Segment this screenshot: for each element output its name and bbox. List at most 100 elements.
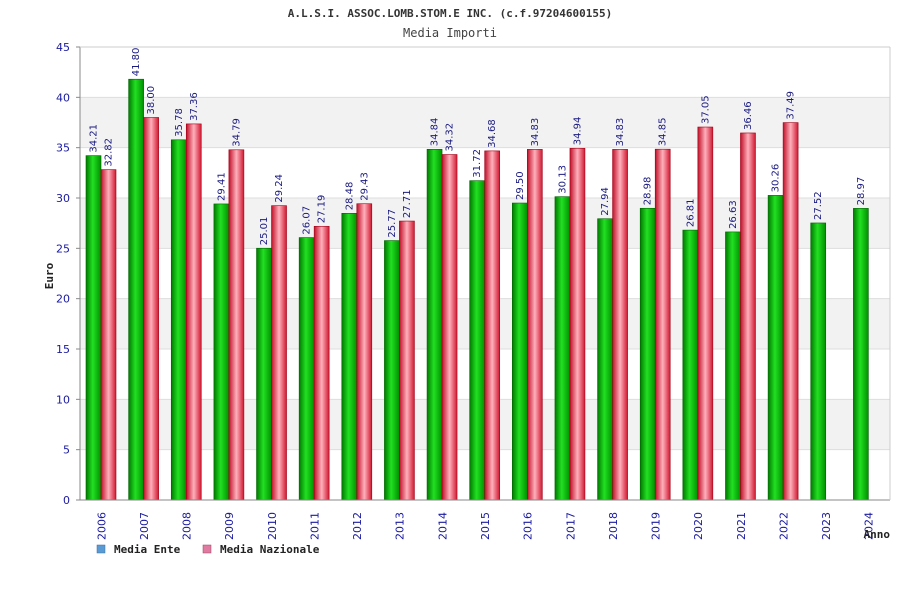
axes bbox=[79, 46, 891, 501]
bar-nazionale-2017 bbox=[569, 147, 586, 501]
bar-ente-2010 bbox=[256, 247, 272, 501]
bar-ente-2007 bbox=[128, 78, 144, 501]
legend-swatch-nazionale bbox=[202, 544, 212, 554]
bar-ente-2009 bbox=[213, 203, 230, 501]
bar-ente-2016 bbox=[512, 202, 528, 501]
bar-nazionale-2006 bbox=[100, 169, 117, 501]
bar-nazionale-2009 bbox=[228, 149, 245, 501]
bar-ente-2013 bbox=[384, 240, 400, 501]
bar-ente-2017 bbox=[554, 196, 571, 501]
y-tick-label: 0 bbox=[63, 494, 70, 507]
data-label-nazionale-2020: 37.05 bbox=[700, 95, 711, 124]
bar-nazionale-2013 bbox=[399, 220, 415, 501]
bar-nazionale-2010 bbox=[271, 205, 287, 501]
data-label-ente-2009: 29.41 bbox=[216, 172, 227, 201]
data-label-ente-2021: 26.63 bbox=[728, 200, 739, 229]
data-label-ente-2019: 28.98 bbox=[643, 177, 654, 206]
bar-nazionale-2020 bbox=[697, 126, 714, 501]
bar-nazionale-2011 bbox=[313, 225, 330, 501]
bar-nazionale-2014 bbox=[441, 154, 458, 501]
x-tick-label-2022: 2022 bbox=[777, 512, 790, 540]
data-label-nazionale-2007: 38.00 bbox=[146, 86, 157, 115]
legend-label-nazionale: Media Nazionale bbox=[220, 543, 320, 556]
bar-ente-2021 bbox=[725, 231, 741, 501]
bar-ente-2006 bbox=[85, 155, 102, 501]
data-label-ente-2022: 30.26 bbox=[771, 164, 782, 193]
bar-nazionale-2008 bbox=[185, 123, 202, 501]
bar-ente-2015 bbox=[469, 180, 485, 501]
y-tick-label: 40 bbox=[56, 91, 70, 104]
y-tick-label: 35 bbox=[56, 142, 70, 155]
x-tick-label-2023: 2023 bbox=[820, 512, 833, 540]
x-tick-label-2021: 2021 bbox=[735, 512, 748, 540]
bar-ente-2012 bbox=[341, 213, 358, 501]
y-tick-label: 20 bbox=[56, 293, 70, 306]
bar-ente-2024 bbox=[853, 208, 869, 501]
data-label-nazionale-2010: 29.24 bbox=[274, 174, 285, 203]
y-tick-label: 45 bbox=[56, 41, 70, 54]
data-label-ente-2020: 26.81 bbox=[685, 198, 696, 227]
x-tick-label-2015: 2015 bbox=[479, 512, 492, 540]
data-label-nazionale-2016: 34.83 bbox=[530, 118, 541, 147]
bar-nazionale-2016 bbox=[527, 149, 543, 501]
y-tick-label: 30 bbox=[56, 192, 70, 205]
legend-swatch-ente bbox=[96, 544, 106, 554]
x-tick-label-2008: 2008 bbox=[181, 512, 194, 540]
chart-title: A.L.S.I. ASSOC.LOMB.STOM.E INC. (c.f.972… bbox=[288, 7, 613, 20]
bars bbox=[85, 78, 869, 501]
y-tick-labels: 0 5 10 15 20 25 30 35 40 45 bbox=[56, 41, 80, 507]
legend: Media Ente Media Nazionale bbox=[96, 543, 320, 556]
x-tick-label-2014: 2014 bbox=[436, 512, 449, 540]
bar-nazionale-2019 bbox=[654, 148, 671, 501]
data-label-ente-2017: 30.13 bbox=[557, 165, 568, 194]
x-tick-label-2016: 2016 bbox=[522, 512, 535, 540]
data-label-nazionale-2018: 34.83 bbox=[615, 118, 626, 147]
x-tick-labels: 2006 2007 2008 2009 2010 2011 2012 2013 2014 2015… bbox=[95, 512, 875, 540]
bar-ente-2019 bbox=[639, 207, 656, 501]
data-label-ente-2018: 27.94 bbox=[600, 187, 611, 216]
data-label-ente-2016: 29.50 bbox=[515, 171, 526, 200]
x-tick-label-2020: 2020 bbox=[692, 512, 705, 540]
y-tick-label: 5 bbox=[63, 444, 70, 457]
data-label-nazionale-2019: 34.85 bbox=[658, 118, 669, 147]
x-tick-label-2019: 2019 bbox=[650, 512, 663, 540]
bar-ente-2023 bbox=[810, 222, 827, 501]
data-label-ente-2006: 34.21 bbox=[89, 124, 100, 153]
bar-nazionale-2015 bbox=[484, 150, 500, 501]
data-label-nazionale-2013: 27.71 bbox=[402, 189, 413, 218]
x-tick-label-2011: 2011 bbox=[308, 512, 321, 540]
data-label-ente-2024: 28.97 bbox=[856, 177, 867, 206]
data-label-nazionale-2009: 34.79 bbox=[231, 118, 242, 147]
x-tick-label-2006: 2006 bbox=[95, 512, 108, 540]
bar-nazionale-2022 bbox=[782, 122, 799, 501]
data-label-nazionale-2022: 37.49 bbox=[786, 91, 797, 120]
bar-nazionale-2007 bbox=[143, 117, 159, 501]
bar-ente-2008 bbox=[170, 139, 187, 501]
data-label-ente-2023: 27.52 bbox=[813, 191, 824, 220]
bar-nazionale-2021 bbox=[740, 132, 756, 501]
x-tick-label-2024: 2024 bbox=[863, 512, 876, 540]
data-label-nazionale-2015: 34.68 bbox=[487, 119, 498, 148]
bar-ente-2020 bbox=[682, 229, 699, 501]
bar-ente-2022 bbox=[767, 195, 784, 501]
data-label-ente-2012: 28.48 bbox=[344, 182, 355, 211]
x-tick-label-2018: 2018 bbox=[607, 512, 620, 540]
data-label-nazionale-2014: 34.32 bbox=[445, 123, 456, 152]
data-labels: 34.21 32.82 41.80 38.00 35.78 37.36 29.41 34.79… bbox=[89, 48, 867, 246]
y-axis-label: Euro bbox=[43, 262, 56, 289]
data-label-ente-2008: 35.78 bbox=[174, 108, 185, 137]
y-tick-label: 15 bbox=[56, 343, 70, 356]
data-label-ente-2010: 25.01 bbox=[259, 217, 270, 246]
x-tick-label-2013: 2013 bbox=[394, 512, 407, 540]
y-tick-label: 10 bbox=[56, 393, 70, 406]
data-label-ente-2007: 41.80 bbox=[131, 48, 142, 77]
bar-nazionale-2018 bbox=[612, 149, 628, 501]
data-label-ente-2013: 25.77 bbox=[387, 209, 398, 238]
data-label-ente-2011: 26.07 bbox=[302, 206, 313, 235]
bar-ente-2014 bbox=[426, 148, 443, 501]
bar-nazionale-2012 bbox=[356, 203, 373, 501]
data-label-nazionale-2008: 37.36 bbox=[189, 92, 200, 121]
x-tick-label-2010: 2010 bbox=[266, 512, 279, 540]
x-axis-label: Anno bbox=[864, 528, 891, 541]
x-tick-label-2012: 2012 bbox=[351, 512, 364, 540]
